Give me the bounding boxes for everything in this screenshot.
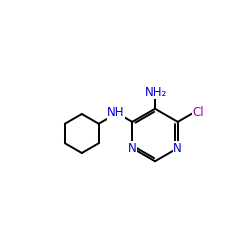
Text: N: N xyxy=(173,142,182,154)
Text: N: N xyxy=(128,142,137,154)
Text: NH: NH xyxy=(107,106,124,119)
Text: Cl: Cl xyxy=(193,106,204,119)
Text: NH₂: NH₂ xyxy=(145,86,168,98)
